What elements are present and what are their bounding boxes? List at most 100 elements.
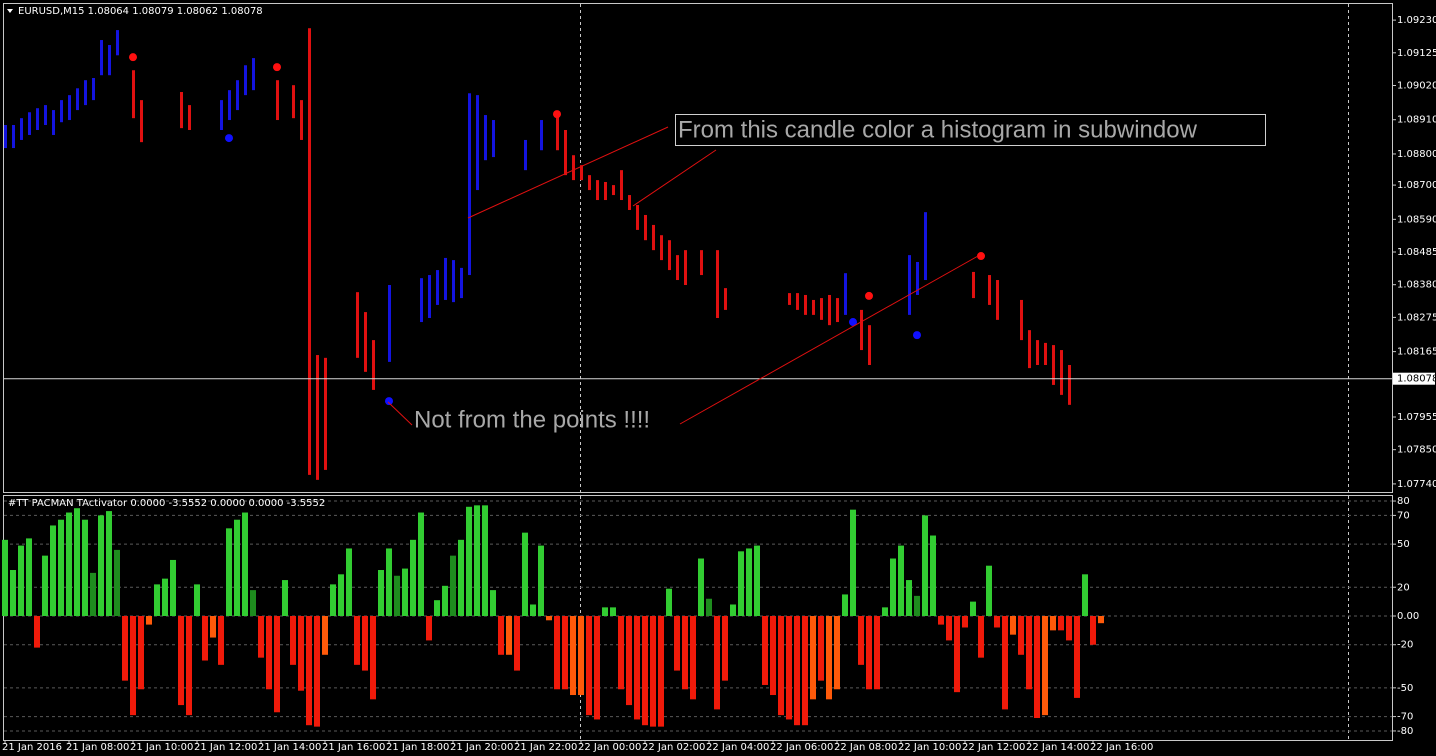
- price-bar: [228, 90, 231, 121]
- price-bar: [12, 125, 15, 149]
- annotation-text: From this candle color a histogram in su…: [678, 116, 1198, 143]
- histogram-bar: [138, 615, 144, 690]
- x-tick-label: 22 Jan 02:00: [642, 742, 705, 753]
- signal-point: [273, 63, 281, 72]
- y-tick-label: 20: [1397, 582, 1410, 593]
- histogram-bar: [322, 615, 328, 655]
- price-bar: [460, 267, 463, 299]
- histogram-bar: [434, 600, 440, 616]
- histogram-bar: [274, 615, 280, 713]
- y-tick-label: 1.08380: [1397, 280, 1436, 291]
- histogram-bar: [970, 601, 976, 616]
- histogram-bar: [522, 532, 528, 616]
- price-bar: [1060, 350, 1063, 395]
- histogram-bar: [402, 568, 408, 616]
- price-bar: [916, 261, 919, 295]
- price-bar: [1044, 342, 1047, 366]
- price-bar: [484, 115, 487, 161]
- histogram-bar: [242, 512, 248, 616]
- price-bar: [908, 255, 911, 315]
- histogram-bar: [338, 574, 344, 616]
- symbol-menu-arrow[interactable]: [7, 9, 13, 13]
- histogram-bar: [978, 615, 984, 658]
- histogram-bar: [466, 506, 472, 616]
- histogram-bar: [1058, 615, 1064, 631]
- y-tick-label: 1.08590: [1397, 214, 1436, 225]
- annotation-box: [675, 114, 1266, 146]
- histogram-bar: [850, 509, 856, 616]
- histogram-bar: [746, 548, 752, 616]
- price-bar: [452, 260, 455, 303]
- x-tick-label: 22 Jan 12:00: [962, 742, 1025, 753]
- price-bar: [276, 80, 279, 121]
- histogram-bar: [922, 515, 928, 616]
- signal-point: [553, 110, 561, 119]
- histogram-bar: [250, 590, 256, 616]
- price-bar: [636, 205, 639, 230]
- price-bar: [644, 214, 647, 241]
- histogram-bar: [994, 615, 1000, 628]
- price-bar: [28, 112, 31, 135]
- histogram-bar: [34, 615, 40, 648]
- price-bar: [588, 175, 591, 191]
- price-bar: [1036, 340, 1039, 366]
- price-bar: [292, 85, 295, 119]
- y-tick-label: 1.08910: [1397, 115, 1436, 126]
- price-bar: [676, 255, 679, 281]
- price-bar: [468, 93, 471, 276]
- y-tick-label: 0.00: [1397, 611, 1419, 622]
- histogram-bar: [234, 519, 240, 616]
- histogram-bar: [1010, 615, 1016, 635]
- histogram-bar: [642, 615, 648, 726]
- signal-point: [385, 397, 393, 406]
- price-bar: [804, 294, 807, 315]
- histogram-bar: [778, 615, 784, 716]
- price-bar: [476, 95, 479, 191]
- histogram-bar: [162, 578, 168, 616]
- histogram-bar: [706, 598, 712, 616]
- histogram-bar: [266, 615, 272, 690]
- x-tick-label: 22 Jan 00:00: [578, 742, 641, 753]
- annotation-line: [387, 401, 413, 426]
- price-bar: [188, 105, 191, 130]
- histogram-bar: [722, 615, 728, 681]
- price-bar: [364, 312, 367, 372]
- price-bar: [244, 65, 247, 96]
- histogram-bar: [362, 615, 368, 671]
- x-tick-label: 21 Jan 10:00: [130, 742, 193, 753]
- symbol: EURUSD,M15: [18, 6, 84, 17]
- histogram-bar: [1050, 615, 1056, 631]
- x-tick-label: 21 Jan 16:00: [322, 742, 385, 753]
- histogram-bar: [418, 512, 424, 616]
- y-tick-label: 1.09125: [1397, 48, 1436, 59]
- quote-low: 1.08062: [177, 6, 218, 17]
- x-tick-label: 21 Jan 12:00: [194, 742, 257, 753]
- histogram-bar: [18, 545, 24, 616]
- histogram-bar: [194, 584, 200, 616]
- histogram-bar: [370, 615, 376, 700]
- price-bar: [84, 80, 87, 106]
- price-bar: [620, 170, 623, 201]
- histogram-bar: [730, 604, 736, 616]
- price-bar: [788, 293, 791, 305]
- histogram-bar: [330, 584, 336, 616]
- price-bar: [868, 325, 871, 366]
- price-bar: [812, 299, 815, 315]
- x-tick-label: 22 Jan 04:00: [706, 742, 769, 753]
- x-tick-label: 21 Jan 08:00: [66, 742, 129, 753]
- y-tick-label: 1.07850: [1397, 445, 1436, 456]
- histogram-bar: [594, 615, 600, 720]
- histogram-bar: [826, 615, 832, 700]
- price-bar: [604, 181, 607, 201]
- signal-point: [913, 331, 921, 340]
- price-label-box: [1393, 372, 1435, 385]
- x-tick-label: 22 Jan 08:00: [834, 742, 897, 753]
- histogram-bar: [386, 548, 392, 616]
- price-bar: [36, 108, 39, 130]
- histogram-bar: [178, 615, 184, 706]
- histogram-bar: [10, 570, 16, 616]
- histogram-bar: [938, 615, 944, 625]
- y-tick-label: 1.08800: [1397, 149, 1436, 160]
- price-bar: [612, 185, 615, 196]
- histogram-bar: [898, 545, 904, 616]
